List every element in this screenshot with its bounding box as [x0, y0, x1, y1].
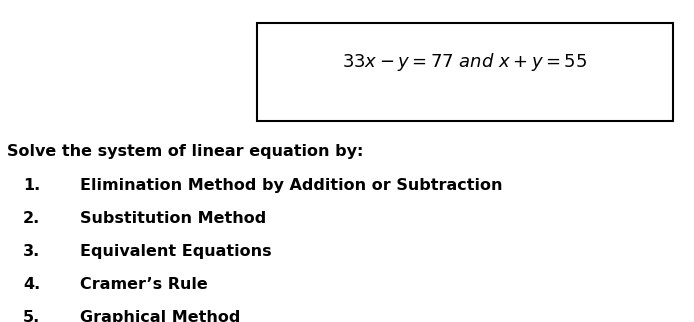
Text: Graphical Method: Graphical Method	[80, 310, 240, 322]
Text: Elimination Method by Addition or Subtraction: Elimination Method by Addition or Subtra…	[80, 178, 502, 193]
Text: 4.: 4.	[23, 277, 40, 292]
Text: Equivalent Equations: Equivalent Equations	[80, 244, 271, 259]
Text: 3.: 3.	[23, 244, 40, 259]
Text: Substitution Method: Substitution Method	[80, 211, 266, 226]
FancyBboxPatch shape	[257, 23, 673, 121]
Text: 1.: 1.	[23, 178, 40, 193]
Text: Cramer’s Rule: Cramer’s Rule	[80, 277, 208, 292]
Text: Solve the system of linear equation by:: Solve the system of linear equation by:	[7, 144, 364, 158]
Text: 5.: 5.	[23, 310, 40, 322]
Text: $33x - y = 77\ \mathit{and}\ x + y = 55$: $33x - y = 77\ \mathit{and}\ x + y = 55$	[342, 51, 588, 73]
Text: 2.: 2.	[23, 211, 40, 226]
